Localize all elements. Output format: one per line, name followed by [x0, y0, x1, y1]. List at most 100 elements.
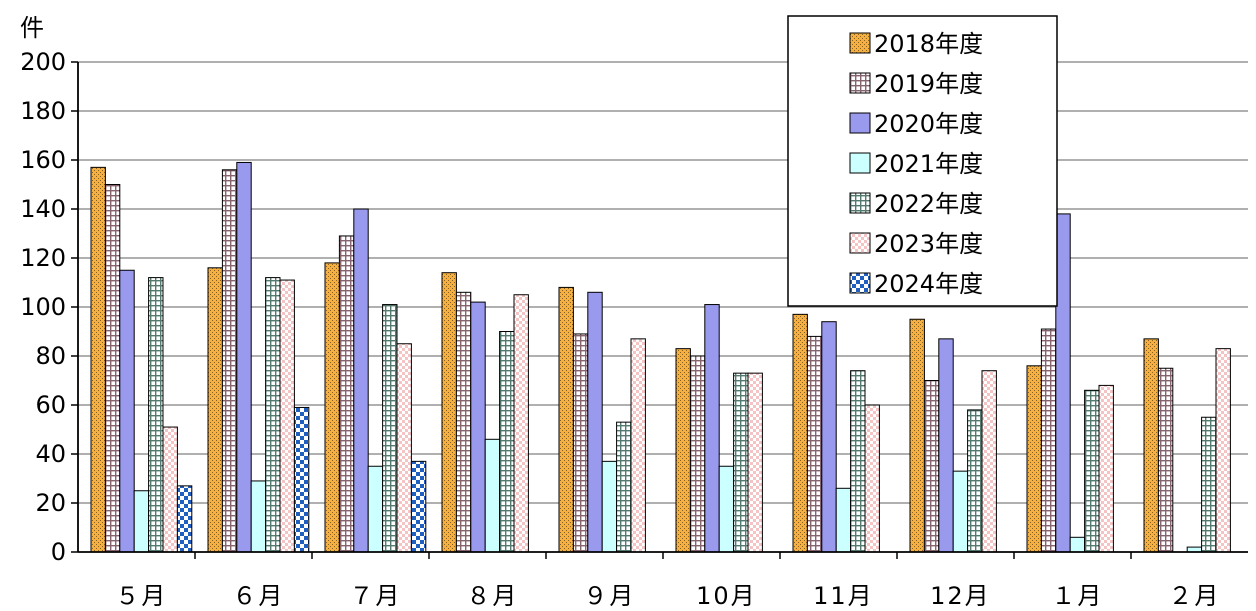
bar-2024年度-５月 [176, 485, 193, 553]
legend: 2018年度 2019年度 2020年度 2021年度 2022年度 2023年度 2024… [787, 15, 1058, 307]
legend-swatch [849, 272, 871, 294]
y-axis-unit-label: 件 [20, 14, 44, 42]
legend-box [787, 15, 1058, 307]
legend-entry-label: 2019年度 [874, 70, 983, 98]
x-category-label: ８月 [466, 582, 518, 610]
bar-2019年度-９月 [572, 333, 589, 553]
bar-2019年度-６月 [221, 169, 238, 553]
legend-swatch [849, 192, 871, 214]
legend-swatch [849, 72, 871, 94]
bar-2021年度-６月 [250, 480, 267, 553]
y-tick-label: 60 [35, 391, 66, 419]
bar-2020年度-10月 [704, 304, 720, 553]
bar-2022年度-５月 [148, 277, 164, 553]
bar-2023年度-２月 [1215, 348, 1231, 553]
bar-2020年度-８月 [470, 301, 486, 553]
x-category-label: 10月 [696, 582, 757, 610]
bar-2021年度-10月 [718, 465, 735, 553]
y-tick-label: 0 [51, 538, 66, 566]
bar-2022年度-８月 [499, 331, 515, 553]
y-tick-label: 120 [20, 244, 66, 272]
x-category-label: 12月 [930, 582, 991, 610]
bar-2020年度-７月 [353, 208, 369, 553]
y-tick-label: 20 [35, 489, 66, 517]
bar-2020年度-12月 [938, 338, 954, 553]
bar-2022年度-12月 [967, 409, 983, 553]
bar-2019年度-10月 [689, 355, 706, 553]
y-tick-label: 40 [35, 440, 66, 468]
bar-2018年度-８月 [441, 272, 457, 553]
bar-2022年度-11月 [850, 370, 866, 553]
bar-2019年度-５月 [104, 184, 121, 553]
x-category-label: ６月 [232, 582, 284, 610]
bar-2021年度-５月 [133, 490, 150, 553]
bar-2018年度-９月 [558, 286, 574, 553]
y-tick-label: 140 [20, 195, 66, 223]
bar-2018年度-６月 [207, 267, 223, 553]
bar-2023年度-６月 [279, 279, 295, 553]
bar-2023年度-１月 [1098, 384, 1114, 553]
legend-entry-label: 2024年度 [874, 270, 983, 298]
y-tick-label: 100 [20, 293, 66, 321]
y-tick-label: 180 [20, 97, 66, 125]
bar-2023年度-５月 [162, 426, 178, 553]
legend-swatch [849, 32, 871, 54]
bar-2023年度-11月 [864, 404, 880, 553]
bar-2019年度-12月 [923, 380, 940, 553]
bar-2018年度-12月 [909, 318, 925, 553]
legend-swatch [849, 152, 871, 174]
legend-swatch [849, 232, 871, 254]
bar-2021年度-11月 [835, 487, 852, 553]
bar-2018年度-10月 [675, 348, 691, 553]
bar-2021年度-７月 [367, 465, 384, 553]
bar-2020年度-６月 [236, 161, 252, 553]
bar-2019年度-11月 [806, 335, 823, 553]
bar-2022年度-７月 [382, 304, 398, 553]
bar-2018年度-７月 [324, 262, 340, 553]
bar-2022年度-10月 [733, 372, 749, 553]
bar-2019年度-２月 [1157, 367, 1174, 553]
x-category-label: ９月 [583, 582, 635, 610]
bar-2022年度-１月 [1084, 389, 1100, 553]
bar-2023年度-12月 [981, 370, 997, 553]
x-category-label: １月 [1051, 582, 1103, 610]
x-category-label: 11月 [813, 582, 874, 610]
legend-entry-label: 2022年度 [874, 190, 983, 218]
legend-swatch [849, 112, 871, 134]
bar-2019年度-７月 [338, 235, 355, 553]
bar-2021年度-12月 [952, 470, 969, 553]
gridlines [78, 61, 1248, 504]
bar-2023年度-８月 [513, 294, 529, 553]
bar-2022年度-６月 [265, 277, 281, 553]
bars [90, 161, 1231, 553]
bar-2018年度-１月 [1026, 365, 1042, 553]
x-category-label: ７月 [349, 582, 401, 610]
legend-entry-label: 2021年度 [874, 150, 983, 178]
bar-2020年度-１月 [1055, 213, 1071, 553]
x-category-label: ２月 [1168, 582, 1220, 610]
bar-2023年度-９月 [630, 338, 646, 553]
bar-2018年度-５月 [90, 166, 106, 553]
bar-2021年度-１月 [1069, 536, 1086, 553]
axes: 0 20 40 60 80 100 120 140 160 180 200 ５月 ６月 ７月 ８月 ９月 10月… [20, 48, 1248, 610]
legend-entry-label: 2020年度 [874, 110, 983, 138]
bar-2022年度-２月 [1201, 416, 1217, 553]
y-tick-label: 160 [20, 146, 66, 174]
bar-2023年度-７月 [396, 343, 412, 553]
legend-entry-label: 2023年度 [874, 230, 983, 258]
x-category-label: ５月 [115, 582, 167, 610]
bar-2024年度-６月 [293, 406, 310, 553]
bar-2021年度-８月 [484, 438, 501, 553]
bar-2020年度-９月 [587, 291, 603, 553]
bar-2018年度-２月 [1143, 338, 1159, 553]
bar-2021年度-９月 [601, 460, 618, 553]
y-tick-label: 200 [20, 48, 66, 76]
bar-2022年度-９月 [616, 421, 632, 553]
bar-2023年度-10月 [747, 372, 763, 553]
bar-2019年度-８月 [455, 291, 472, 553]
bar-2020年度-５月 [119, 269, 135, 553]
y-tick-label: 80 [35, 342, 66, 370]
legend-entry-label: 2018年度 [874, 30, 983, 58]
